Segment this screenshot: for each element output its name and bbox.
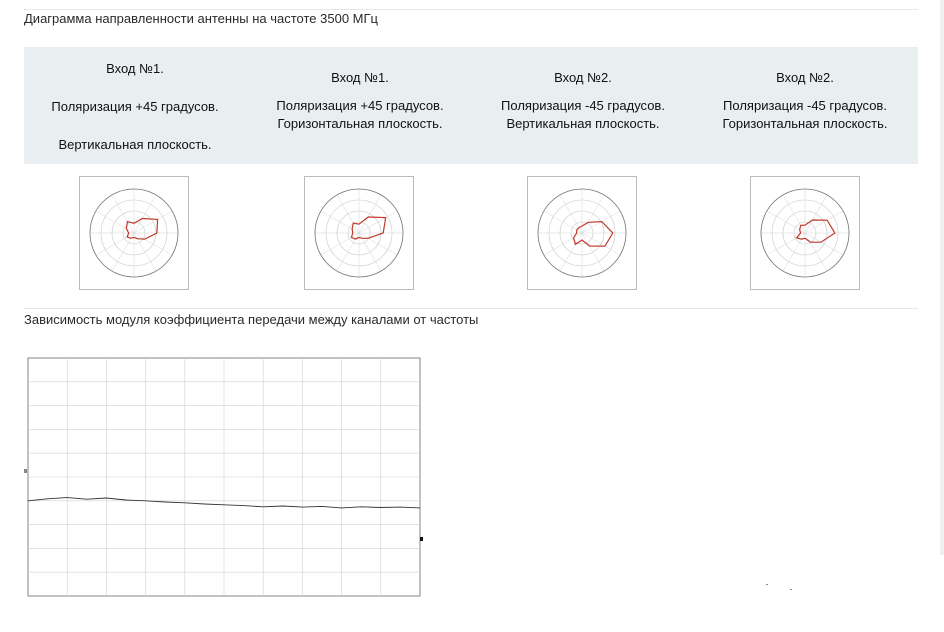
polar-grid-spoke [804, 232, 844, 256]
radiation-pattern-curve [125, 217, 159, 240]
middle-divider [24, 308, 918, 309]
polar-plot-2 [304, 176, 414, 290]
input-label: Вход №2. [554, 70, 612, 85]
polar-plot-1 [79, 176, 189, 290]
polar-grid-spoke [133, 194, 157, 234]
polar-grid-spoke [358, 210, 398, 234]
polar-grid-spoke [804, 232, 828, 272]
column-3-caption: Вход №2. Поляризация -45 градусов. Верти… [472, 69, 694, 133]
polar-grid-spoke [95, 232, 135, 256]
plane-label: Вертикальная плоскость. [506, 116, 660, 131]
input-label: Вход №1. [106, 61, 164, 76]
polar-outer-ring [89, 188, 179, 278]
polar-svg [537, 188, 627, 278]
polar-grid-spoke [133, 232, 173, 256]
polarization-header-band [24, 47, 918, 164]
polar-outer-ring [314, 188, 404, 278]
polar-grid-spoke [320, 232, 360, 256]
radiation-pattern-curve [572, 220, 614, 247]
stray-mark [790, 589, 792, 590]
right-edge-strip [940, 0, 944, 555]
polar-grid-spoke [358, 232, 382, 272]
transmission-trace [27, 497, 421, 509]
polar-grid-spoke [543, 232, 583, 256]
stray-mark [766, 584, 768, 585]
transmission-chart [24, 344, 426, 602]
polar-grid-spoke [358, 232, 398, 256]
polar-grid-spoke [111, 194, 135, 234]
polar-grid-spoke [111, 232, 135, 272]
section-title-pattern: Диаграмма направленности антенны на част… [24, 11, 378, 26]
polar-svg [314, 188, 404, 278]
radiation-pattern-curve [795, 219, 836, 243]
transmission-chart-svg [24, 344, 426, 597]
column-2-caption: Вход №1. Поляризация +45 градусов. Гориз… [249, 69, 471, 133]
polar-svg [89, 188, 179, 278]
polar-grid-spoke [581, 232, 605, 272]
polar-grid-spoke [581, 194, 605, 234]
polar-grid-spoke [95, 210, 135, 234]
polar-outer-ring [537, 188, 627, 278]
polar-grid-spoke [804, 210, 844, 234]
polar-grid-spoke [559, 194, 583, 234]
polar-grid-spoke [133, 232, 157, 272]
polarization-label: Поляризация -45 градусов. [723, 98, 887, 113]
plane-label: Горизонтальная плоскость. [277, 116, 443, 131]
polar-grid-spoke [543, 210, 583, 234]
reference-level-marker [24, 469, 27, 473]
polar-grid-spoke [766, 210, 806, 234]
polar-grid-spoke [320, 210, 360, 234]
input-label: Вход №2. [776, 70, 834, 85]
polar-outer-ring [760, 188, 850, 278]
polar-grid-spoke [133, 210, 173, 234]
polar-grid-spoke [782, 194, 806, 234]
column-1-caption: Вход №1. Поляризация +45 градусов. Верти… [24, 60, 246, 154]
polarization-label: Поляризация -45 градусов. [501, 98, 665, 113]
polar-grid-spoke [766, 232, 806, 256]
section-title-transmission: Зависимость модуля коэффициента передачи… [24, 312, 479, 327]
chart-header-strip [24, 344, 426, 356]
polar-grid-spoke [581, 232, 621, 256]
polar-grid-spoke [358, 194, 382, 234]
polar-svg [760, 188, 850, 278]
polar-grid-spoke [804, 194, 828, 234]
plane-label: Вертикальная плоскость. [58, 137, 212, 152]
polar-plot-4 [750, 176, 860, 290]
input-label: Вход №1. [331, 70, 389, 85]
polar-grid-spoke [336, 194, 360, 234]
polarization-label: Поляризация +45 градусов. [51, 99, 219, 114]
column-4-caption: Вход №2. Поляризация -45 градусов. Гориз… [694, 69, 916, 133]
top-divider [24, 9, 918, 10]
polarization-label: Поляризация +45 градусов. [276, 98, 444, 113]
polar-plot-3 [527, 176, 637, 290]
reference-marker [420, 537, 423, 541]
polar-grid-spoke [559, 232, 583, 272]
radiation-pattern-curve [350, 216, 387, 240]
plane-label: Горизонтальная плоскость. [722, 116, 888, 131]
